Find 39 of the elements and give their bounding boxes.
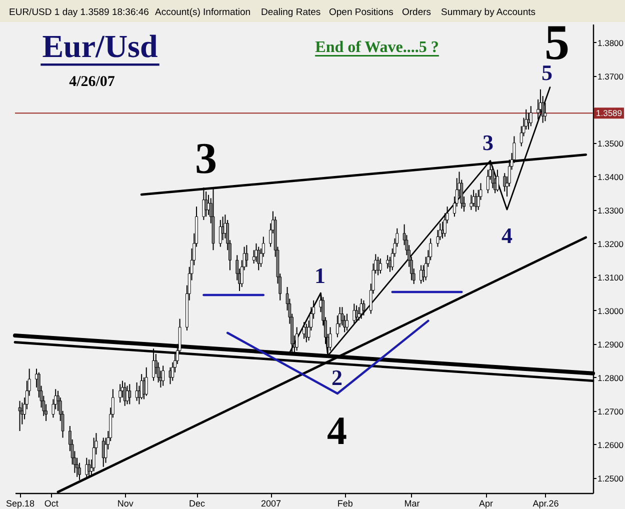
y-tick-label: 1.2500 — [598, 473, 624, 484]
x-tick-label: Dec — [189, 498, 206, 508]
annotation: 1 — [314, 263, 326, 288]
y-tick-label: 1.2700 — [598, 406, 624, 416]
y-tick-label: 1.2800 — [598, 372, 624, 383]
annotation: 2 — [332, 365, 342, 390]
text: Open Positions — [329, 7, 394, 18]
y-tick-label: 1.2900 — [598, 339, 624, 350]
text: Summary by Accounts — [441, 7, 536, 18]
annotation: 3 — [195, 134, 217, 183]
x-tick-label: Feb — [337, 498, 353, 508]
y-tick-label: 1.3100 — [598, 272, 624, 282]
annotation: 4 — [327, 408, 347, 453]
annotation: 4 — [502, 223, 512, 248]
text: 4/26/07 — [69, 74, 116, 90]
x-tick-label: Oct — [44, 498, 59, 508]
annotation: 3 — [482, 130, 494, 155]
text: Account(s) Information — [155, 7, 251, 18]
x-tick-label: Sep.18 — [6, 498, 35, 508]
annotation: End of Wave....5 ? — [315, 39, 439, 56]
y-tick-label: 1.3800 — [598, 38, 624, 48]
text: Orders — [402, 7, 432, 18]
y-tick-label: 1.3300 — [598, 205, 624, 216]
text: EUR/USD 1 day 1.3589 18:36:46 — [9, 7, 149, 18]
x-tick-label: Apr.26 — [532, 498, 559, 508]
x-tick-label: 2007 — [261, 498, 282, 508]
chart-title: Eur/Usd — [42, 28, 158, 64]
y-tick-label: 1.3400 — [598, 172, 624, 182]
annotation: 5 — [542, 60, 552, 85]
y-tick-label: 1.3000 — [598, 306, 624, 316]
x-tick-label: Apr — [479, 498, 494, 508]
y-tick-label: 1.3200 — [598, 238, 624, 249]
y-tick-label: 1.2600 — [598, 440, 624, 450]
y-tick-label: 1.3700 — [598, 71, 624, 82]
x-tick-label: Mar — [404, 498, 420, 508]
x-tick-label: Nov — [117, 498, 134, 508]
ref-line-label: 1.3589 — [596, 108, 622, 118]
text: Dealing Rates — [261, 7, 321, 18]
y-tick-label: 1.3500 — [598, 138, 624, 148]
